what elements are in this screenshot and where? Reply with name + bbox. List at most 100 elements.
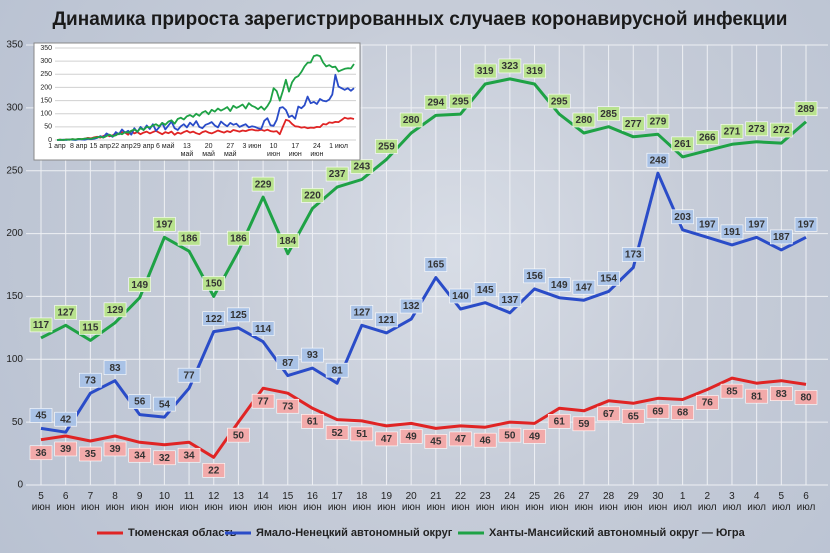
data-label: 73 xyxy=(276,398,300,414)
x-tick-label: 29 апр xyxy=(132,143,155,150)
y-tick-label: 200 xyxy=(40,84,52,91)
data-label: 47 xyxy=(449,431,472,447)
data-label-box xyxy=(251,393,275,409)
data-label-text: 93 xyxy=(307,350,319,361)
legend-label: Ханты-Мансийский автономный округ — Югра xyxy=(489,527,746,539)
data-label-text: 22 xyxy=(208,465,220,476)
data-label-text: 81 xyxy=(751,391,763,402)
data-label: 87 xyxy=(276,355,300,370)
data-label-box xyxy=(473,282,497,298)
data-label-text: 32 xyxy=(159,453,171,464)
x-tick-label: 10 июн xyxy=(267,143,281,158)
data-label: 45 xyxy=(29,408,53,423)
data-label: 295 xyxy=(547,93,571,109)
data-label: 52 xyxy=(325,425,349,440)
data-label-text: 187 xyxy=(773,232,790,243)
data-label-box xyxy=(597,106,620,122)
data-label-text: 45 xyxy=(430,437,442,448)
data-label-text: 115 xyxy=(82,323,99,334)
data-label: 203 xyxy=(671,209,694,225)
data-label: 49 xyxy=(523,429,546,444)
data-label: 56 xyxy=(128,394,152,409)
data-label-box xyxy=(695,217,719,232)
data-label-box xyxy=(325,425,349,440)
data-label-text: 137 xyxy=(502,295,519,306)
data-label: 73 xyxy=(79,372,102,388)
data-label: 42 xyxy=(54,411,77,427)
y-tick-label: 100 xyxy=(40,111,52,118)
data-label-text: 65 xyxy=(628,411,640,422)
data-label-box xyxy=(29,317,53,333)
data-label: 285 xyxy=(597,106,620,122)
x-tick-label: 22 апр xyxy=(111,143,133,150)
data-label-box xyxy=(621,247,645,262)
y-tick-label: 300 xyxy=(6,102,23,113)
series-line xyxy=(57,73,355,141)
data-label: 149 xyxy=(128,277,152,292)
data-label: 121 xyxy=(375,312,398,328)
data-label-text: 285 xyxy=(600,109,617,120)
data-label-box xyxy=(449,431,472,447)
data-label-text: 184 xyxy=(279,236,296,247)
data-label-box xyxy=(54,441,77,457)
data-label: 140 xyxy=(449,288,472,304)
x-tick-label: 17 июн xyxy=(327,491,347,513)
x-tick-label: 3 июл xyxy=(722,491,742,513)
data-label-box xyxy=(251,321,275,336)
data-label-box xyxy=(301,188,324,203)
y-tick-label: 250 xyxy=(40,71,52,78)
data-label: 127 xyxy=(350,305,374,320)
data-label-text: 77 xyxy=(184,370,196,381)
x-tick-label: 15 июн xyxy=(278,491,298,513)
y-tick-label: 150 xyxy=(6,291,23,302)
data-label: 68 xyxy=(671,405,694,420)
data-label-text: 73 xyxy=(85,375,97,386)
data-label: 271 xyxy=(720,124,744,139)
x-tick-label: 25 июн xyxy=(525,491,544,513)
data-label-box xyxy=(177,447,201,463)
data-label: 187 xyxy=(770,229,793,245)
data-label-box xyxy=(572,416,596,432)
data-label-text: 49 xyxy=(406,432,418,443)
data-label-text: 295 xyxy=(452,96,469,107)
data-label-box xyxy=(79,446,102,462)
data-label-box xyxy=(745,217,768,232)
x-tick-label: 29 июн xyxy=(623,491,643,513)
data-label-text: 114 xyxy=(255,324,272,335)
data-label-text: 129 xyxy=(107,305,124,316)
data-label-box xyxy=(350,159,374,174)
data-label-text: 280 xyxy=(576,115,593,126)
data-label: 122 xyxy=(202,311,226,326)
data-label-text: 47 xyxy=(381,434,393,445)
data-label-box xyxy=(301,414,324,429)
data-label: 35 xyxy=(79,446,102,462)
data-label-box xyxy=(227,307,250,323)
data-label: 197 xyxy=(794,217,818,232)
x-tick-label: 4 июл xyxy=(747,491,766,513)
data-label: 280 xyxy=(399,112,423,128)
data-label-box xyxy=(473,63,497,79)
x-tick-label: 7 июн xyxy=(81,491,100,513)
data-label-text: 289 xyxy=(798,104,815,115)
data-label: 319 xyxy=(523,63,546,79)
x-tick-label: 3 июн xyxy=(242,143,262,150)
data-label-text: 81 xyxy=(332,365,344,376)
data-label-box xyxy=(350,305,374,320)
data-label-text: 145 xyxy=(477,285,494,296)
data-label: 50 xyxy=(498,427,522,443)
data-label-text: 125 xyxy=(230,310,247,321)
data-label-text: 220 xyxy=(304,191,321,202)
y-tick-label: 350 xyxy=(40,45,52,52)
data-label-box xyxy=(498,427,522,443)
x-tick-label: 19 июн xyxy=(377,491,396,513)
data-label-box xyxy=(375,431,398,447)
data-label: 83 xyxy=(103,360,127,375)
data-label: 173 xyxy=(621,247,645,262)
data-label: 273 xyxy=(745,121,768,137)
data-label-text: 85 xyxy=(726,386,738,397)
data-label-box xyxy=(523,63,546,79)
data-label-text: 156 xyxy=(526,271,543,282)
data-label-text: 83 xyxy=(109,363,121,374)
data-label-box xyxy=(251,176,275,192)
